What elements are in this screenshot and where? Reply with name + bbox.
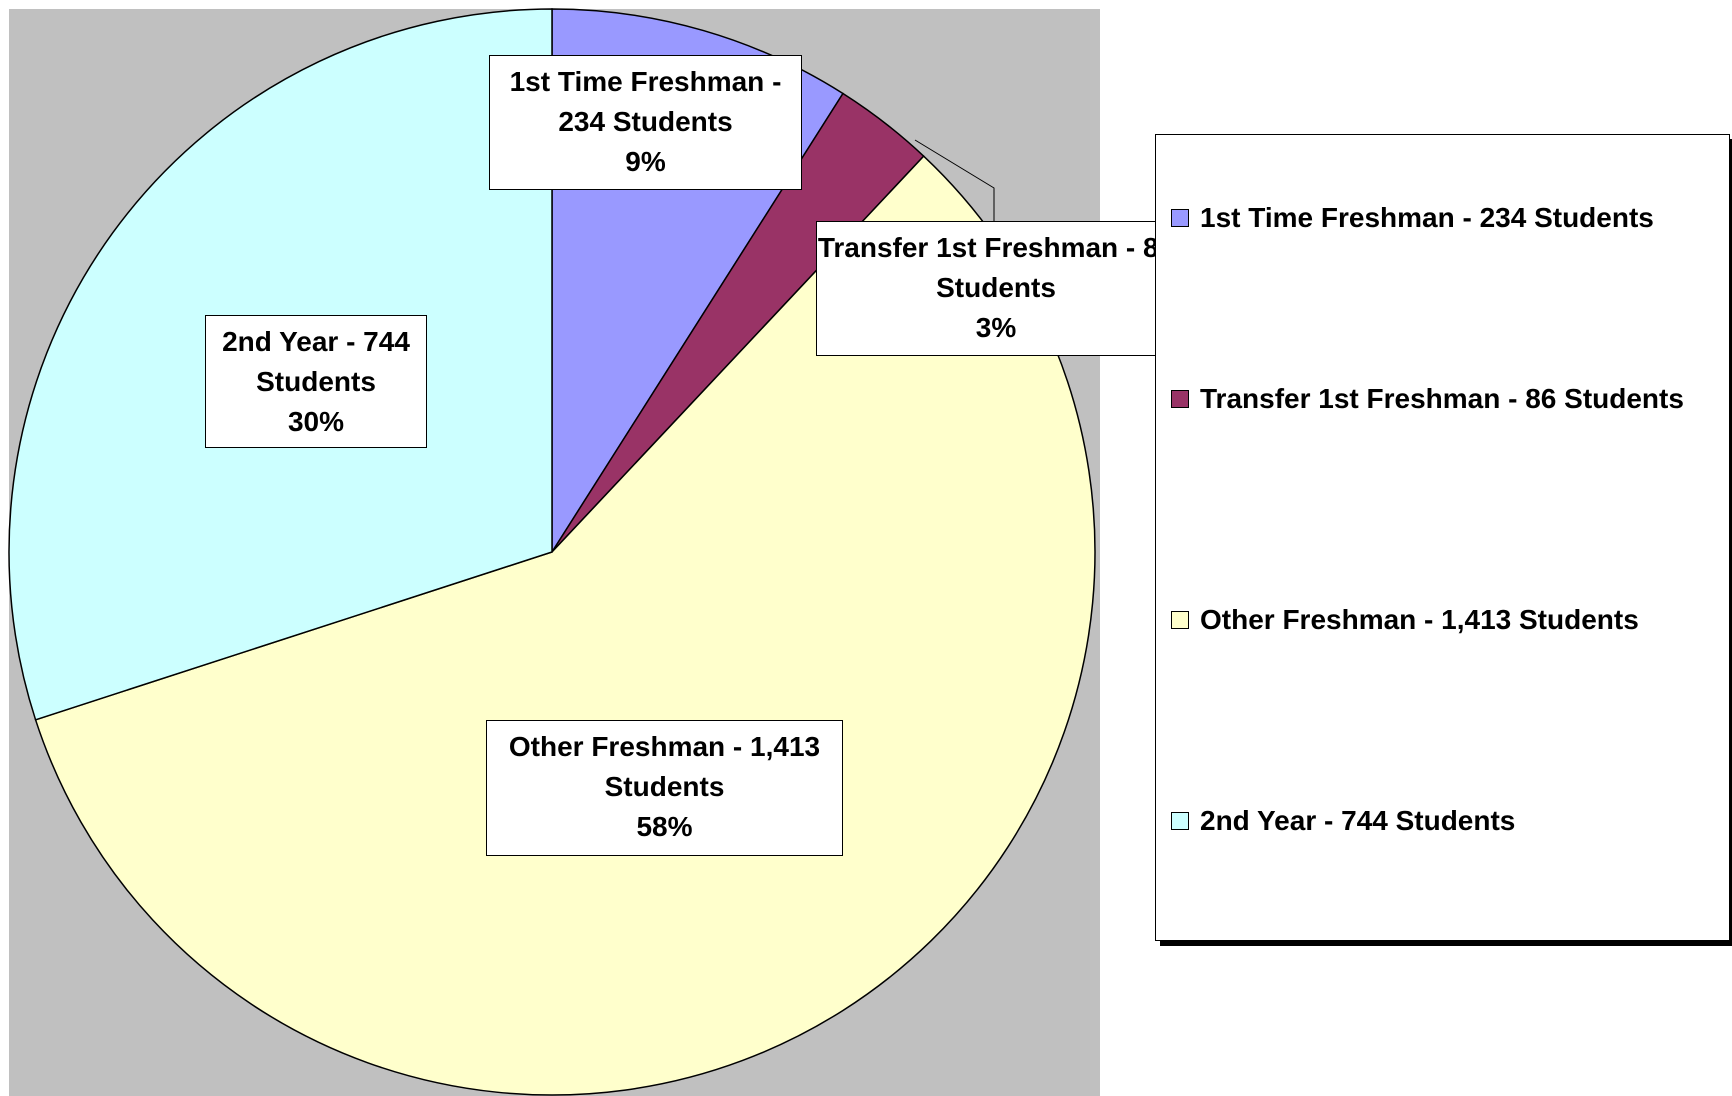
legend-label: Other Freshman - 1,413 Students [1200,604,1639,635]
data-label-value: 3% [975,312,1017,343]
legend-swatch [1171,812,1189,830]
data-label-value: 58% [636,811,693,842]
pie-slice [34,155,1096,1096]
data-label-category: 2nd Year - 744 Students [222,326,410,397]
data-label-category: Other Freshman - 1,413 Students [508,731,821,802]
legend-swatch [1171,209,1189,227]
legend-swatch [1171,390,1189,408]
data-label: 1st Time Freshman - 234 Students 9% [489,55,802,190]
data-label: Other Freshman - 1,413 Students 58% [486,720,843,856]
legend-swatch [1171,611,1189,629]
data-label-category: 1st Time Freshman - 234 Students [509,66,782,137]
data-label-category: Transfer 1st Freshman - 86 Students [817,232,1175,303]
data-label-value: 9% [625,146,666,177]
leader-line [914,139,995,221]
data-label-value: 30% [287,406,345,437]
legend-label: Transfer 1st Freshman - 86 Students [1200,383,1684,414]
legend-label: 2nd Year - 744 Students [1200,805,1516,836]
legend: 1st Time Freshman - 234 Students Transfer… [1155,134,1730,941]
legend-label: 1st Time Freshman - 234 Students [1200,202,1654,233]
data-label: 2nd Year - 744 Students 30% [205,315,427,448]
data-label: Transfer 1st Freshman - 86 Students 3% [816,221,1176,356]
